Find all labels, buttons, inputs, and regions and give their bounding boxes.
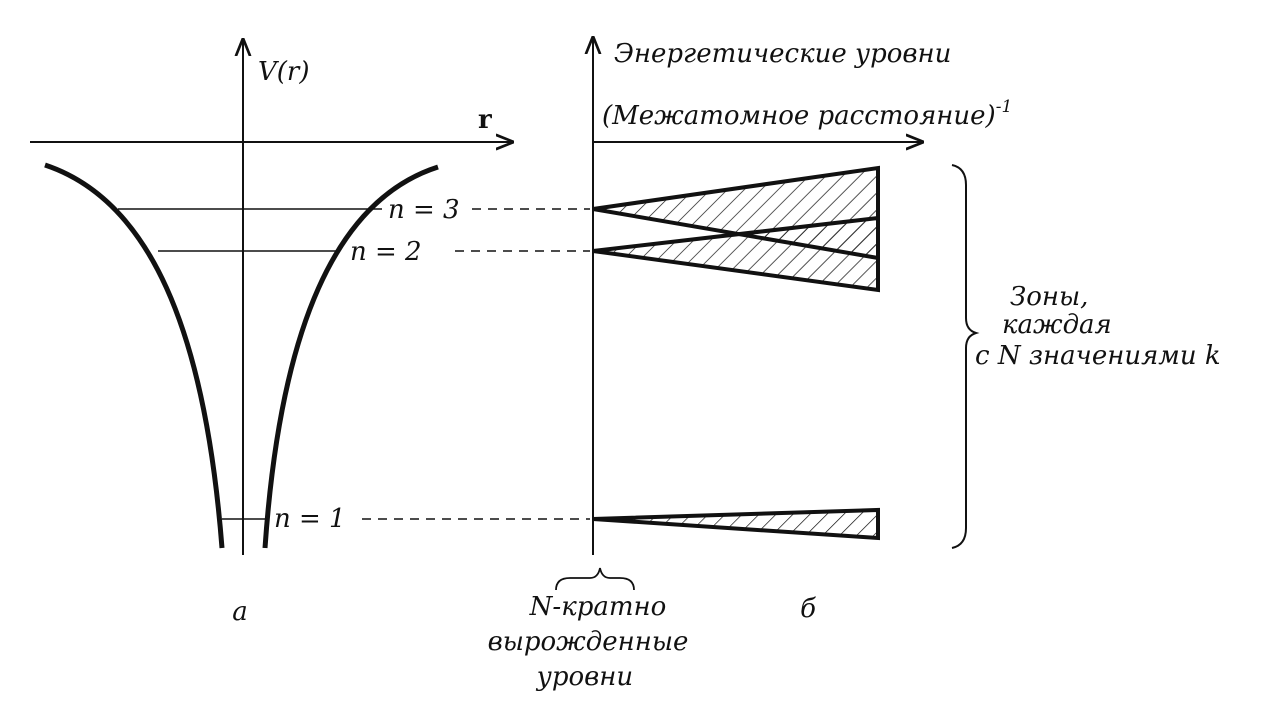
bands-note: Зоны, — [1010, 282, 1088, 312]
bands-note: с N значениями k — [975, 341, 1221, 371]
bands-note: каждая — [1002, 310, 1112, 340]
degenerate-note: N-кратно — [529, 592, 667, 622]
panel-b: Энергетические уровни (Межатомное рассто… — [488, 38, 1221, 692]
v-axis-label: V(r) — [258, 57, 310, 87]
potential-curve — [262, 164, 439, 549]
brace — [555, 567, 635, 591]
distance-axis-text: (Межатомное расстояние) — [602, 101, 996, 131]
energy-band — [592, 507, 880, 541]
level-label: n = 1 — [274, 504, 346, 534]
panel-a: V(r) r n = 3 n = 2 n = 1 а — [30, 40, 590, 627]
level-label: n = 2 — [350, 237, 422, 267]
caption: а — [232, 597, 248, 627]
energy-band — [592, 215, 880, 293]
distance-axis-label: (Межатомное расстояние)-1 — [602, 97, 1012, 131]
brace — [951, 164, 980, 549]
degenerate-note: вырожденные — [488, 627, 689, 657]
degenerate-note: уровни — [536, 662, 633, 692]
potential-curve — [44, 162, 225, 549]
energy-axis-label: Энергетические уровни — [614, 39, 951, 69]
level-label: n = 3 — [388, 195, 460, 225]
r-axis-label: r — [478, 105, 492, 135]
caption: б — [800, 594, 816, 624]
distance-axis-exponent: -1 — [996, 97, 1013, 117]
